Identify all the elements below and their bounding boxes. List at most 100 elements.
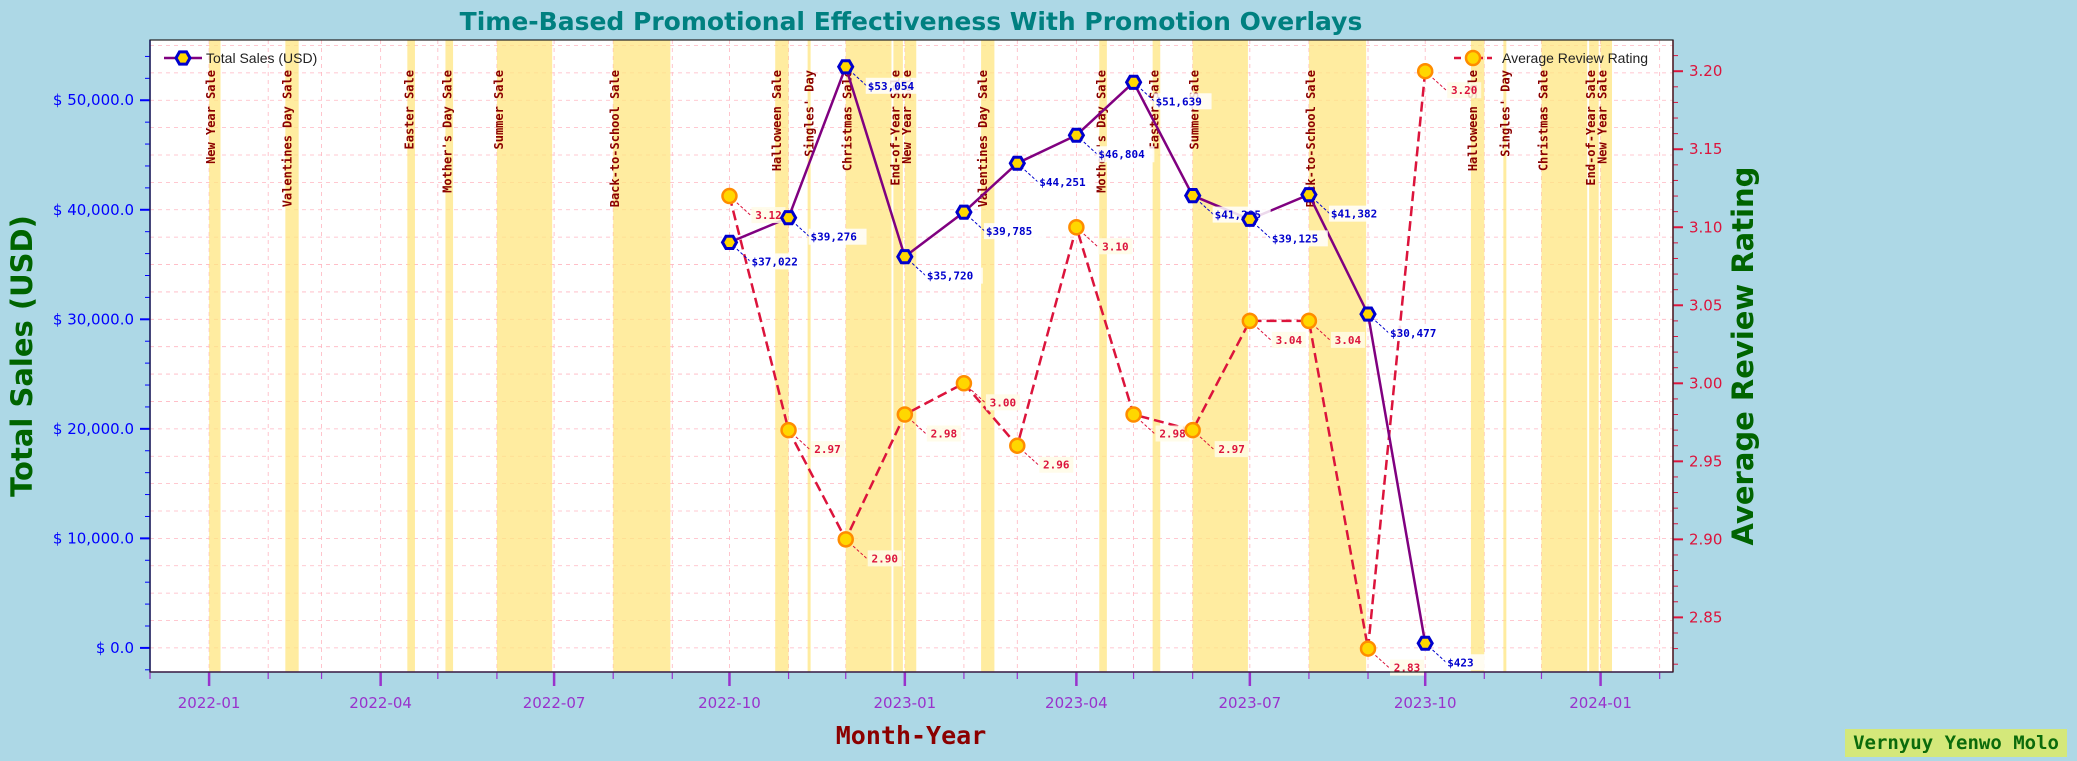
rating-point	[955, 375, 973, 392]
y-left-tick-label: $ 40,000.0	[53, 201, 134, 219]
y-left-tick-label: $ 10,000.0	[53, 529, 134, 547]
promo-band	[1541, 40, 1588, 672]
promo-band	[981, 40, 995, 672]
sales-label-bg	[1153, 93, 1212, 110]
sales-data-label: $423	[1447, 656, 1474, 669]
x-tick-label: 2023-01	[873, 694, 936, 712]
rating-point	[1184, 421, 1201, 439]
rating-label-bg	[1330, 331, 1365, 348]
legend-sales-marker	[174, 50, 192, 66]
promo-label: Easter Sale	[402, 70, 416, 149]
promo-band	[496, 40, 553, 672]
rating-data-label: 2.83	[1394, 662, 1421, 675]
legend-sales: Total Sales (USD)	[164, 50, 317, 66]
sales-point	[1300, 187, 1318, 203]
promo-band	[407, 40, 415, 672]
rating-data-label: 2.97	[1218, 443, 1245, 456]
rating-point	[1416, 62, 1434, 80]
sales-label-bg	[1037, 174, 1096, 191]
rating-point	[1125, 406, 1142, 423]
rating-data-label: 2.98	[1159, 428, 1186, 441]
y-right-tick-label: 3.20	[1689, 62, 1722, 80]
promo-band	[209, 40, 221, 672]
promo-label: Halloween Sale	[770, 70, 784, 171]
sales-label-bg	[1096, 146, 1155, 163]
promo-band	[845, 40, 892, 672]
rating-point	[1300, 312, 1318, 330]
promo-band	[1152, 40, 1161, 672]
sales-point	[1416, 635, 1434, 651]
legend-sales-label: Total Sales (USD)	[206, 50, 317, 66]
promo-band	[1600, 40, 1613, 672]
rating-label-bg	[1098, 238, 1133, 255]
promo-label: Singles' Day	[1498, 70, 1512, 157]
y-axis-left-label: Total Sales (USD)	[5, 215, 39, 497]
promo-band	[893, 40, 903, 672]
rating-point	[837, 531, 854, 548]
rating-point	[896, 406, 914, 423]
rating-data-label: 3.00	[990, 396, 1017, 409]
rating-data-label: 3.04	[1335, 334, 1362, 347]
rating-data-label: 3.20	[1451, 84, 1478, 97]
sales-label-bg	[1328, 205, 1387, 222]
rating-point	[1068, 219, 1085, 236]
promo-label: Valentines Day Sale	[976, 70, 990, 207]
x-axis-label: Month-Year	[836, 721, 987, 750]
sales-data-label: $53,054	[868, 80, 915, 93]
rating-label-bg	[867, 550, 902, 567]
y-left-tick-label: $ 20,000.0	[53, 420, 134, 438]
y-right-tick-label: 3.05	[1689, 296, 1722, 314]
rating-data-label: 3.12	[755, 209, 782, 222]
sales-label-bg	[749, 253, 808, 270]
sales-label-bg	[808, 228, 867, 245]
sales-label-bg	[983, 223, 1042, 240]
promo-band	[285, 40, 299, 672]
promo-label: Summer Sale	[492, 70, 506, 149]
y-right-tick-label: 3.10	[1689, 218, 1722, 236]
promo-label: New Year Sale	[204, 70, 218, 164]
sales-data-label: $51,639	[1156, 95, 1202, 108]
y-left-tick-label: $ 0.0	[96, 639, 134, 657]
sales-label-bg	[1388, 325, 1447, 342]
sales-data-label: $41,382	[1331, 208, 1377, 221]
rating-label-bg	[926, 425, 961, 442]
promo-band	[1192, 40, 1248, 672]
sales-data-label: $39,276	[811, 231, 858, 244]
watermark: Vernyuy Yenwo Molo	[1845, 729, 2067, 757]
promo-label: End-of-Year Sale	[1584, 70, 1598, 186]
promo-label: Easter Sale	[1148, 70, 1162, 149]
y-axis-right-label: Average Review Rating	[1726, 167, 1760, 546]
rating-label-bg	[985, 394, 1020, 411]
y-right-tick-label: 2.85	[1689, 608, 1722, 626]
promo-label: Back-to-School Sale	[608, 70, 622, 207]
rating-label-bg	[1271, 331, 1306, 348]
promo-label: Valentines Day Sale	[280, 70, 294, 207]
sales-label-bg	[1269, 230, 1328, 247]
y-left-tick-label: $ 50,000.0	[53, 91, 134, 109]
rating-data-label: 3.04	[1276, 334, 1303, 347]
rating-data-label: 2.96	[1043, 459, 1070, 472]
sales-data-label: $46,804	[1098, 148, 1145, 161]
rating-point	[1241, 312, 1259, 330]
sales-point	[1008, 155, 1027, 171]
rating-point	[1359, 640, 1377, 657]
sales-point	[896, 249, 914, 265]
x-tick-label: 2022-04	[349, 694, 412, 712]
sales-data-label: $35,720	[927, 270, 973, 283]
rating-label-bg	[1039, 456, 1074, 473]
rating-point	[1009, 437, 1026, 454]
y-right-tick-label: 2.95	[1689, 452, 1722, 470]
legend-rating-label: Average Review Rating	[1502, 50, 1648, 66]
promo-band	[1589, 40, 1599, 672]
promo-band	[613, 40, 671, 672]
y-right-tick-label: 3.15	[1689, 140, 1722, 158]
promo-label: End-of-Year Sale	[888, 70, 902, 186]
promo-band	[775, 40, 789, 672]
rating-label-bg	[1155, 425, 1190, 442]
promo-label: Mother's Day Sale	[440, 70, 454, 193]
promo-band	[1308, 40, 1367, 672]
promo-label: New Year Sale	[1596, 70, 1610, 164]
sales-label-bg	[865, 77, 924, 94]
x-tick-label: 2022-07	[523, 694, 586, 712]
promo-band	[445, 40, 454, 672]
